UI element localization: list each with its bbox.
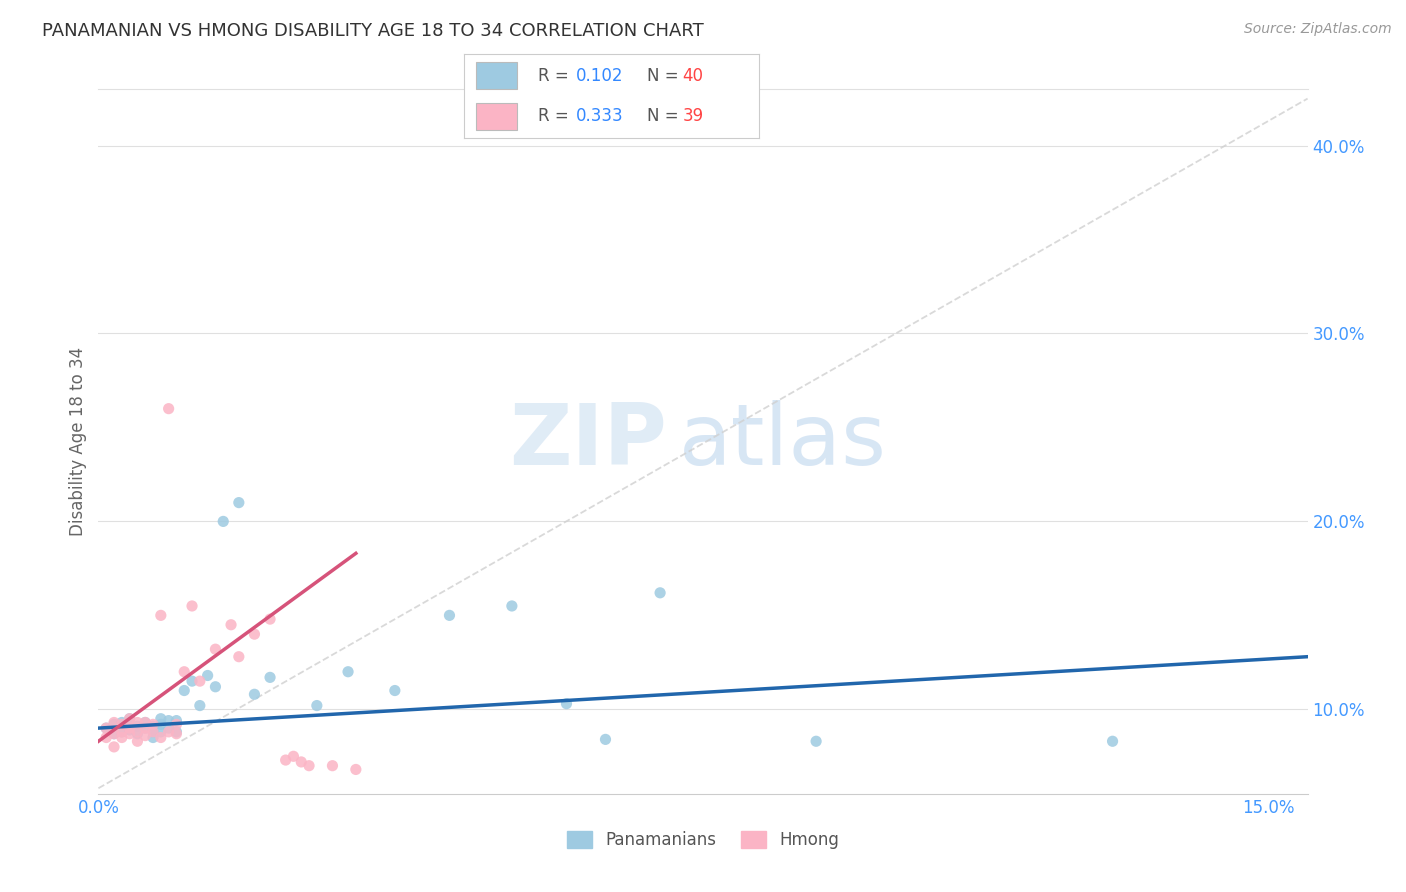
Point <box>157 724 180 739</box>
Point <box>219 617 242 632</box>
Point <box>103 715 125 730</box>
Text: 0.102: 0.102 <box>576 67 624 85</box>
Point <box>127 724 149 739</box>
Point <box>134 715 156 730</box>
Point <box>259 670 281 684</box>
Point <box>243 627 266 641</box>
Point <box>804 734 827 748</box>
Bar <box>475 103 517 130</box>
Point <box>501 599 523 613</box>
Point <box>127 715 149 730</box>
Point <box>165 717 187 731</box>
Point <box>204 642 226 657</box>
Point <box>96 721 118 735</box>
Point <box>243 687 266 701</box>
Point <box>149 731 172 745</box>
Point <box>142 724 165 739</box>
Point <box>118 712 141 726</box>
Point <box>321 758 343 772</box>
Point <box>134 721 156 735</box>
Point <box>181 674 204 689</box>
Point <box>283 749 305 764</box>
Text: atlas: atlas <box>679 400 887 483</box>
Point <box>274 753 297 767</box>
Point <box>118 723 141 737</box>
Text: N =: N = <box>647 67 683 85</box>
Text: R =: R = <box>538 107 574 125</box>
Point <box>142 724 165 739</box>
Point <box>165 727 187 741</box>
Point <box>228 649 250 664</box>
Point <box>134 721 156 735</box>
Point <box>197 668 219 682</box>
Text: 39: 39 <box>682 107 703 125</box>
Point <box>103 717 125 731</box>
Point <box>127 719 149 733</box>
Point <box>188 698 211 713</box>
Point <box>96 731 118 745</box>
Point <box>439 608 461 623</box>
Point <box>118 721 141 735</box>
Point <box>149 717 172 731</box>
Point <box>384 683 406 698</box>
Point <box>149 712 172 726</box>
Point <box>337 665 360 679</box>
Point <box>103 727 125 741</box>
Point <box>149 724 172 739</box>
Bar <box>475 62 517 89</box>
Point <box>134 729 156 743</box>
Point <box>142 717 165 731</box>
Point <box>188 674 211 689</box>
Point <box>165 714 187 728</box>
Point <box>259 612 281 626</box>
Point <box>344 763 367 777</box>
Text: Source: ZipAtlas.com: Source: ZipAtlas.com <box>1244 22 1392 37</box>
Text: 0.333: 0.333 <box>576 107 624 125</box>
Point <box>111 724 134 739</box>
Point <box>305 698 328 713</box>
Point <box>157 721 180 735</box>
Point <box>127 727 149 741</box>
Point <box>648 586 671 600</box>
Point <box>157 401 180 416</box>
Point <box>181 599 204 613</box>
Text: N =: N = <box>647 107 683 125</box>
Point <box>157 714 180 728</box>
Point <box>149 608 172 623</box>
Point <box>127 734 149 748</box>
Point <box>298 758 321 772</box>
Point <box>555 697 578 711</box>
Point <box>165 724 187 739</box>
Y-axis label: Disability Age 18 to 34: Disability Age 18 to 34 <box>69 347 87 536</box>
Point <box>1101 734 1123 748</box>
Point <box>212 515 235 529</box>
Point <box>111 717 134 731</box>
Point <box>111 715 134 730</box>
Point <box>173 665 195 679</box>
Text: PANAMANIAN VS HMONG DISABILITY AGE 18 TO 34 CORRELATION CHART: PANAMANIAN VS HMONG DISABILITY AGE 18 TO… <box>42 22 704 40</box>
Point <box>595 732 617 747</box>
Point <box>118 727 141 741</box>
Point <box>134 715 156 730</box>
Point <box>103 727 125 741</box>
Text: ZIP: ZIP <box>509 400 666 483</box>
Point <box>103 739 125 754</box>
Point <box>173 683 195 698</box>
Point <box>204 680 226 694</box>
Point <box>228 495 250 509</box>
Point <box>142 719 165 733</box>
Text: 40: 40 <box>682 67 703 85</box>
Legend: Panamanians, Hmong: Panamanians, Hmong <box>560 824 846 856</box>
Point <box>290 755 312 769</box>
Point <box>118 712 141 726</box>
Point <box>111 724 134 739</box>
Text: R =: R = <box>538 67 574 85</box>
Point <box>96 721 118 735</box>
Point <box>111 731 134 745</box>
Point <box>142 731 165 745</box>
